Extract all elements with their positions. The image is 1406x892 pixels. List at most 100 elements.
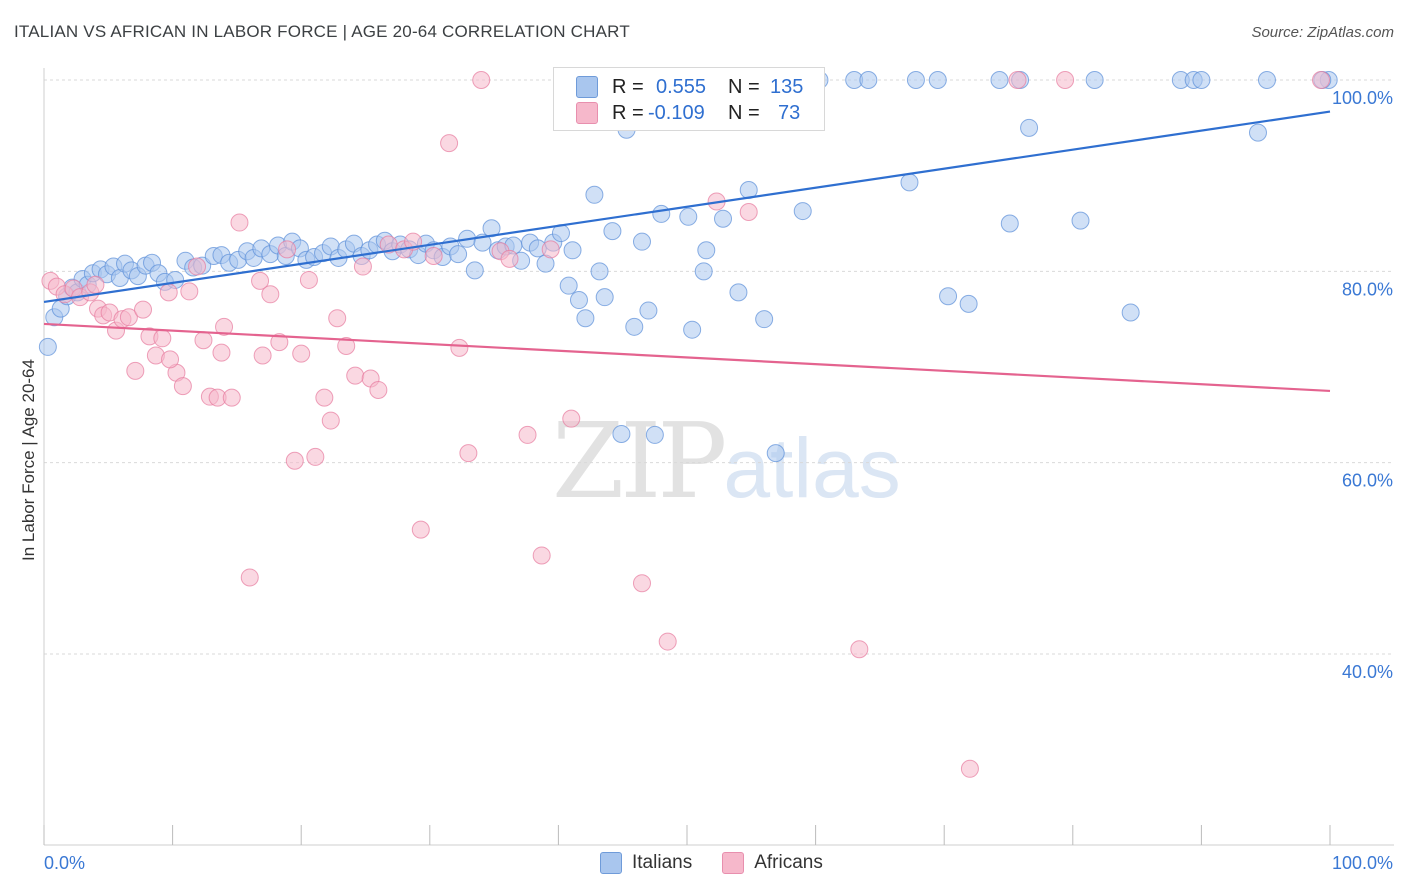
point-italians [563,241,582,260]
point-italians [714,209,733,228]
legend-row-italians: R = 0.555 N = 135 [576,74,803,100]
point-africans [134,300,153,319]
chart-title: ITALIAN VS AFRICAN IN LABOR FORCE | AGE … [14,22,630,41]
point-africans [215,317,234,336]
legend-r-label: R = [612,101,644,124]
point-italians [755,310,774,329]
point-africans [960,759,979,778]
point-africans [632,574,651,593]
point-africans [299,270,318,289]
point-italians [900,173,919,192]
legend-swatch-italians [600,852,622,874]
point-africans [194,331,213,350]
legend-n-label: N = [728,101,760,124]
y-tick-label: 40.0% [1342,662,1393,682]
y-tick-label: 60.0% [1342,471,1393,491]
point-italians [766,444,785,463]
point-italians [449,245,468,264]
point-africans [230,213,249,232]
point-africans [292,344,311,363]
point-italians [645,425,664,444]
point-italians [1085,71,1104,89]
point-italians [652,204,671,223]
point-africans [562,409,581,428]
y-tick-label: 80.0% [1342,279,1393,299]
point-italians [632,232,651,251]
point-africans [253,346,272,365]
point-africans [278,240,297,259]
point-africans [424,247,443,266]
point-africans [119,308,138,327]
watermark: ZIPatlas [552,400,901,522]
point-italians [959,294,978,313]
watermark-zip: ZIP [552,400,727,522]
point-africans [472,71,491,89]
legend-n-value: 135 [770,75,804,98]
point-italians [729,283,748,302]
legend-swatch-africans [722,852,745,874]
series-legend: Italians Africans [600,852,853,874]
point-africans [541,240,560,259]
point-italians [612,424,631,443]
point-italians [1071,211,1090,230]
legend-swatch-italians [576,76,598,98]
point-italians [1020,118,1039,137]
point-italians [559,276,578,295]
point-italians [1192,71,1211,89]
point-africans [500,249,519,268]
point-italians [697,241,716,260]
legend-item-africans[interactable]: Africans [722,852,823,874]
legend-label-italians: Italians [632,852,693,873]
source-credit: Source: ZipAtlas.com [1251,24,1394,41]
trendline-africans [43,322,1331,393]
point-italians [576,309,595,328]
point-italians [928,71,947,89]
point-italians [569,291,588,310]
point-italians [939,287,958,306]
point-italians [694,262,713,281]
point-africans [440,134,459,153]
point-africans [1056,71,1075,89]
point-africans [212,343,231,362]
point-africans [285,451,304,470]
point-africans [188,257,207,276]
point-africans [411,520,430,539]
trendline-italians [43,110,1331,304]
point-africans [459,444,478,463]
point-africans [173,377,192,396]
legend-r-value: 0.555 [656,75,707,98]
x-tick-label: 100.0% [1332,853,1393,873]
point-italians [793,202,812,221]
point-italians [683,320,702,339]
point-africans [328,309,347,328]
legend-swatch-africans [576,102,598,124]
point-italians [1121,303,1140,322]
legend-n-label: N = [728,75,760,98]
point-africans [337,336,356,355]
point-italians [859,71,878,89]
legend-item-italians[interactable]: Italians [600,852,692,874]
legend-label-africans: Africans [754,852,823,873]
point-italians [990,71,1009,89]
legend-r-label: R = [612,75,644,98]
point-italians [38,337,57,356]
point-africans [518,425,537,444]
point-africans [346,366,365,385]
stats-legend: R = 0.555 N = 135 R = -0.109 N = 73 [553,67,825,131]
point-africans [306,447,325,466]
point-africans [450,338,469,357]
point-africans [739,203,758,222]
legend-row-africans: R = -0.109 N = 73 [576,100,800,126]
point-italians [906,71,925,89]
point-africans [369,380,388,399]
point-africans [261,285,280,304]
point-italians [1000,214,1019,233]
point-italians [625,317,644,336]
point-africans [159,283,178,302]
point-africans [1311,71,1330,89]
point-africans [180,282,199,301]
point-italians [590,262,609,281]
point-africans [315,388,334,407]
point-africans [532,546,551,565]
